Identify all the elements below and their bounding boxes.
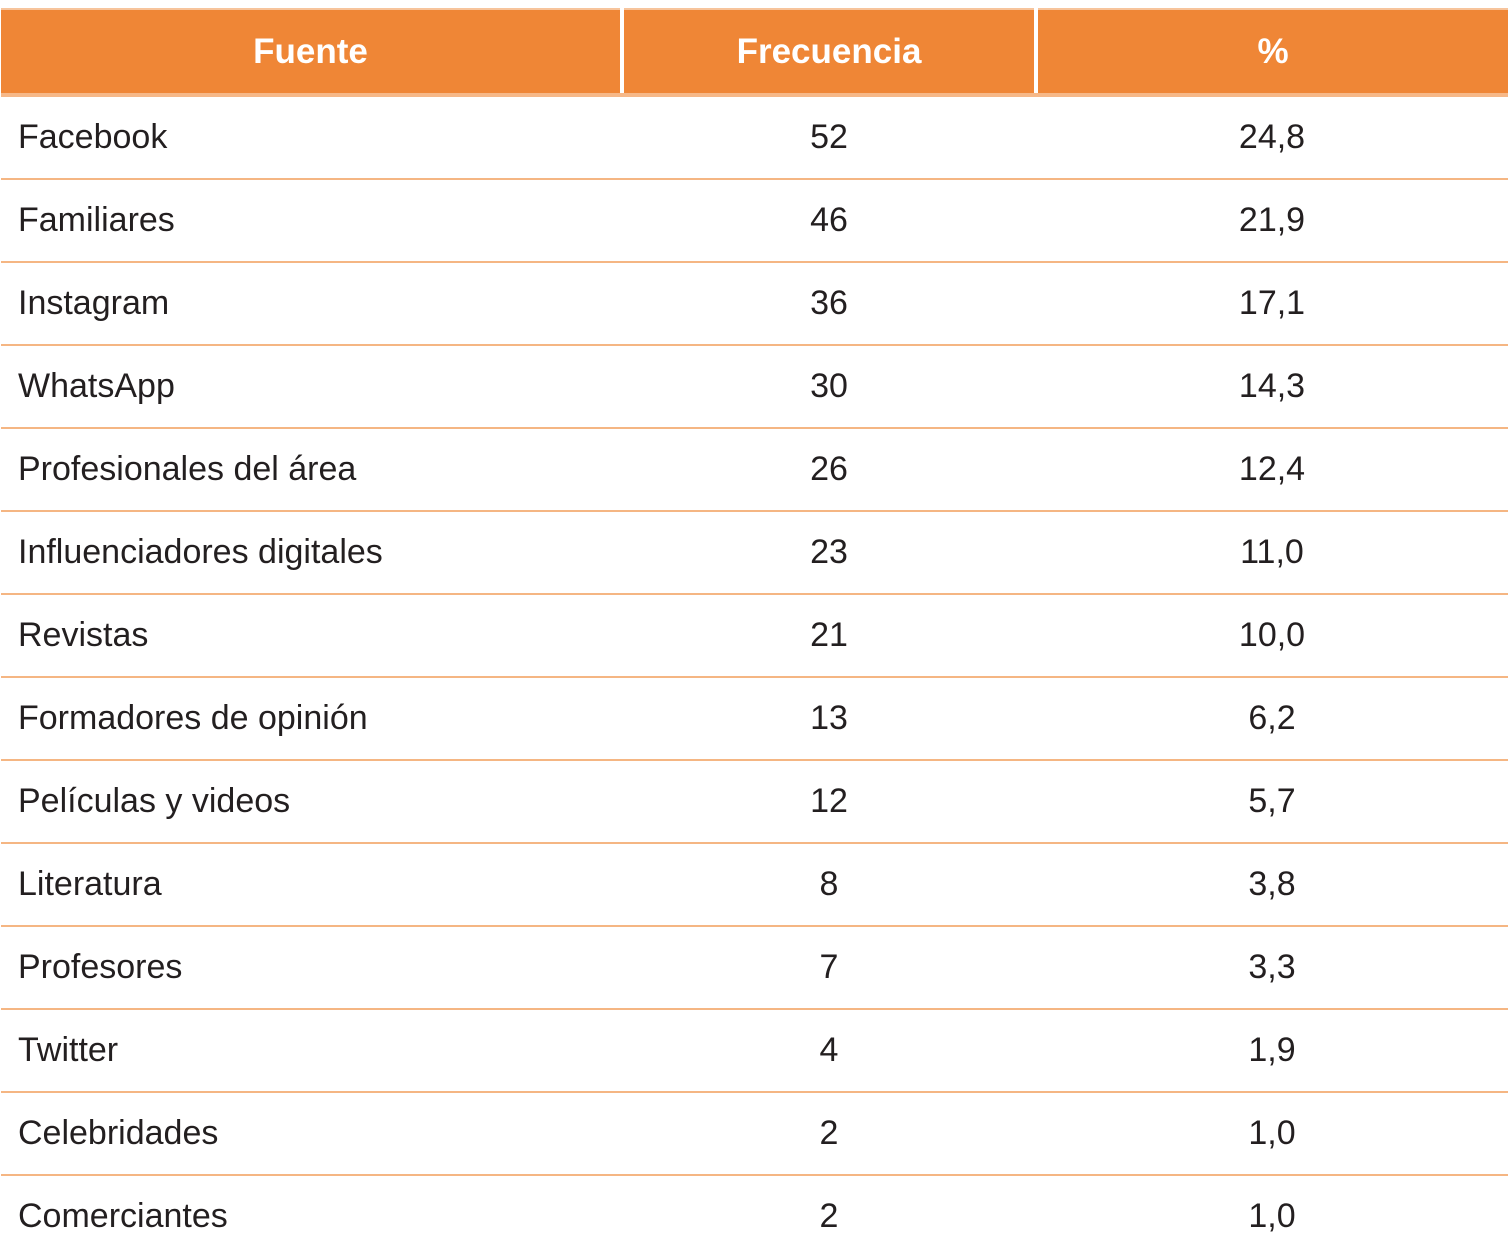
percent-cell: 1,9 [1036,1009,1508,1093]
table-row: Profesores 7 3,3 [1,926,1508,1010]
percent-cell: 12,4 [1036,428,1508,512]
frequency-cell: 7 [622,926,1036,1010]
table-row: Profesionales del área 26 12,4 [1,428,1508,512]
table-row: WhatsApp 30 14,3 [1,345,1508,429]
source-cell: Influenciadores digitales [1,511,622,595]
frequency-cell: 23 [622,511,1036,595]
percent-cell: 1,0 [1036,1092,1508,1176]
table-body: Facebook 52 24,8 Familiares 46 21,9 Instagram 3… [1,95,1508,1257]
percent-cell: 3,3 [1036,926,1508,1010]
frequency-cell: 2 [622,1092,1036,1176]
table-row: Formadores de opinión 13 6,2 [1,677,1508,761]
percent-cell: 14,3 [1036,345,1508,429]
table-row: Twitter 4 1,9 [1,1009,1508,1093]
table-row: Celebridades 2 1,0 [1,1092,1508,1176]
table-row: Instagram 36 17,1 [1,262,1508,346]
table-row: Revistas 21 10,0 [1,594,1508,678]
source-cell: Twitter [1,1009,622,1093]
frequency-cell: 8 [622,843,1036,927]
table-row: Comerciantes 2 1,0 [1,1175,1508,1257]
frequency-cell: 4 [622,1009,1036,1093]
source-cell: Formadores de opinión [1,677,622,761]
frequency-cell: 36 [622,262,1036,346]
percent-cell: 5,7 [1036,760,1508,844]
source-cell: Literatura [1,843,622,927]
frequency-cell: 2 [622,1175,1036,1257]
table-row: Películas y videos 12 5,7 [1,760,1508,844]
percent-cell: 17,1 [1036,262,1508,346]
header-frequency: Frecuencia [622,8,1038,97]
source-cell: Profesionales del área [1,428,622,512]
percent-cell: 11,0 [1036,511,1508,595]
percent-cell: 3,8 [1036,843,1508,927]
header-row: Fuente Frecuencia % [1,8,1508,97]
frequency-cell: 52 [622,95,1036,180]
percent-cell: 21,9 [1036,179,1508,263]
table-row: Familiares 46 21,9 [1,179,1508,263]
percent-cell: 6,2 [1036,677,1508,761]
percent-cell: 24,8 [1036,95,1508,180]
source-cell: WhatsApp [1,345,622,429]
source-cell: Revistas [1,594,622,678]
table-row: Literatura 8 3,8 [1,843,1508,927]
percent-cell: 1,0 [1036,1175,1508,1257]
source-cell: Facebook [1,95,622,180]
header-source: Fuente [1,8,624,97]
frequency-cell: 12 [622,760,1036,844]
source-cell: Celebridades [1,1092,622,1176]
percent-cell: 10,0 [1036,594,1508,678]
table-header: Fuente Frecuencia % [1,8,1508,97]
table-row: Facebook 52 24,8 [1,95,1508,180]
sources-table: Fuente Frecuencia % Facebook 52 24,8 Famili… [1,8,1508,1257]
source-cell: Instagram [1,262,622,346]
frequency-cell: 21 [622,594,1036,678]
source-cell: Profesores [1,926,622,1010]
table-row: Influenciadores digitales 23 11,0 [1,511,1508,595]
frequency-cell: 26 [622,428,1036,512]
source-cell: Comerciantes [1,1175,622,1257]
frequency-cell: 46 [622,179,1036,263]
header-percent: % [1036,8,1508,97]
frequency-cell: 30 [622,345,1036,429]
source-cell: Películas y videos [1,760,622,844]
frequency-cell: 13 [622,677,1036,761]
source-cell: Familiares [1,179,622,263]
